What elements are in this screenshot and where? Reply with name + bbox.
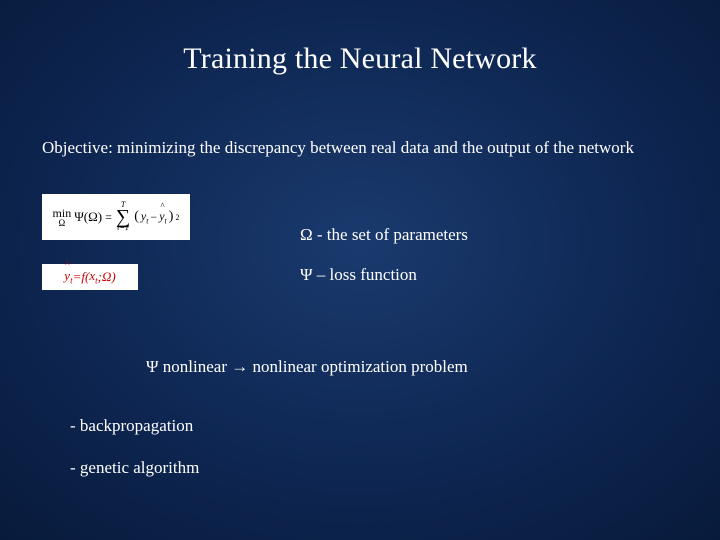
bullet-backpropagation: - backpropagation bbox=[70, 416, 193, 436]
sum-lower: t=1 bbox=[117, 225, 129, 232]
omega-symbol: Ω bbox=[102, 269, 111, 285]
paren-close: ) bbox=[169, 209, 174, 225]
equals-sign-2: = bbox=[73, 269, 82, 285]
min-subscript: Ω bbox=[59, 219, 66, 228]
definition-psi: Ψ – loss function bbox=[300, 265, 417, 285]
nonlinear-prefix: Ψ nonlinear bbox=[146, 357, 231, 376]
definition-omega: Ω - the set of parameters bbox=[300, 225, 468, 245]
formula-loss-minimization: min Ω Ψ(Ω) = T ∑ t=1 ( yt − yt ) 2 bbox=[42, 194, 190, 240]
paren2-close: ) bbox=[111, 269, 115, 285]
slide-title: Training the Neural Network bbox=[0, 42, 720, 76]
term-y: yt bbox=[141, 209, 149, 225]
squared: 2 bbox=[175, 213, 179, 222]
minus-sign: − bbox=[150, 210, 157, 225]
objective-text: Objective: minimizing the discrepancy be… bbox=[42, 138, 634, 158]
nonlinear-statement: Ψ nonlinear → nonlinear optimization pro… bbox=[146, 357, 468, 377]
min-label: min bbox=[53, 207, 72, 219]
yhat-symbol: yt bbox=[64, 268, 72, 286]
psi-omega: Ψ(Ω) bbox=[74, 209, 102, 225]
term-yhat: yt bbox=[159, 209, 167, 225]
paren-open: ( bbox=[134, 209, 139, 225]
term-x: xt bbox=[89, 268, 97, 286]
nonlinear-suffix: nonlinear optimization problem bbox=[248, 357, 468, 376]
bullet-genetic-algorithm: - genetic algorithm bbox=[70, 458, 199, 478]
formula-yhat-definition: yt = f ( xt ; Ω ) bbox=[42, 264, 138, 290]
equals-sign: = bbox=[105, 210, 112, 225]
arrow-icon: → bbox=[231, 357, 248, 376]
